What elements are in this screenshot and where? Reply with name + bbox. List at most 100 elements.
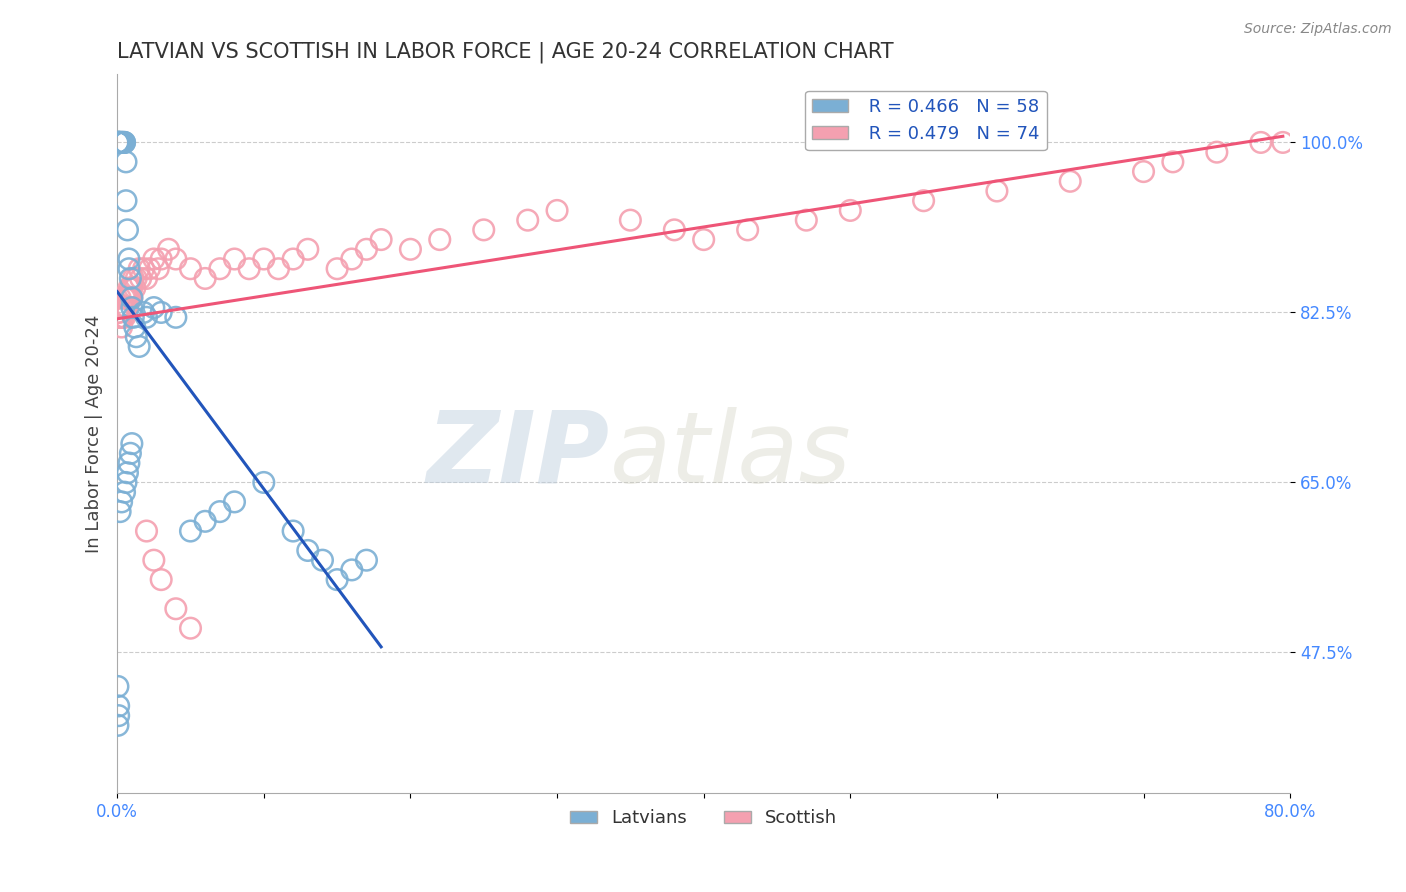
Point (115, 475, 138, 490)
Point (912, 194, 935, 208)
Point (107, 136, 129, 150)
Point (114, 136, 136, 150)
Point (114, 301, 136, 315)
Point (150, 252, 173, 266)
Point (107, 136, 129, 150)
Point (118, 456, 141, 470)
Point (115, 194, 138, 208)
Point (121, 436, 143, 450)
Point (194, 271, 217, 285)
Point (179, 524, 201, 538)
Point (399, 242, 422, 256)
Point (142, 252, 165, 266)
Point (150, 573, 173, 587)
Point (208, 261, 231, 276)
Point (121, 281, 143, 295)
Point (619, 213, 641, 227)
Y-axis label: In Labor Force | Age 20-24: In Labor Force | Age 20-24 (86, 315, 103, 553)
Point (138, 261, 160, 276)
Point (281, 252, 304, 266)
Point (118, 252, 141, 266)
Point (110, 301, 132, 315)
Point (118, 261, 141, 276)
Point (150, 305, 173, 319)
Point (208, 505, 231, 519)
Point (118, 281, 141, 295)
Point (118, 291, 141, 305)
Point (429, 233, 451, 247)
Point (114, 485, 136, 500)
Point (117, 291, 139, 305)
Point (114, 310, 136, 325)
Point (253, 475, 276, 490)
Point (108, 136, 131, 150)
Text: ZIP: ZIP (427, 407, 610, 504)
Point (120, 281, 142, 295)
Point (108, 310, 131, 325)
Point (114, 136, 136, 150)
Point (108, 136, 131, 150)
Point (115, 154, 138, 169)
Point (110, 136, 132, 150)
Point (472, 223, 495, 237)
Point (110, 320, 132, 334)
Point (125, 330, 148, 344)
Point (112, 310, 135, 325)
Point (112, 136, 135, 150)
Point (356, 553, 378, 567)
Point (120, 446, 142, 460)
Point (135, 271, 157, 285)
Point (132, 261, 155, 276)
Point (121, 301, 143, 315)
Point (112, 136, 135, 150)
Point (135, 310, 157, 325)
Point (107, 301, 129, 315)
Point (1132, 164, 1154, 178)
Point (110, 310, 132, 325)
Point (370, 233, 392, 247)
Point (117, 223, 139, 237)
Point (107, 305, 129, 319)
Point (165, 310, 187, 325)
Point (297, 242, 319, 256)
Point (1271, 136, 1294, 150)
Point (107, 718, 129, 732)
Point (142, 301, 165, 315)
Point (115, 291, 138, 305)
Point (135, 524, 157, 538)
Point (238, 261, 260, 276)
Point (114, 291, 136, 305)
Point (120, 291, 142, 305)
Point (129, 271, 152, 285)
Point (179, 621, 201, 635)
Point (839, 203, 862, 218)
Point (546, 203, 568, 218)
Point (107, 680, 129, 694)
Point (107, 708, 129, 723)
Point (122, 271, 145, 285)
Point (107, 698, 129, 713)
Point (179, 261, 201, 276)
Text: Source: ZipAtlas.com: Source: ZipAtlas.com (1244, 22, 1392, 37)
Point (117, 301, 139, 315)
Point (125, 271, 148, 285)
Point (110, 136, 132, 150)
Point (311, 553, 333, 567)
Point (107, 136, 129, 150)
Point (124, 281, 146, 295)
Point (121, 291, 143, 305)
Point (108, 505, 131, 519)
Point (165, 252, 187, 266)
Point (340, 563, 363, 577)
Point (107, 136, 129, 150)
Point (107, 136, 129, 150)
Point (253, 252, 276, 266)
Point (107, 310, 129, 325)
Point (664, 223, 686, 237)
Point (692, 233, 714, 247)
Legend: Latvians, Scottish: Latvians, Scottish (562, 802, 845, 835)
Point (115, 301, 138, 315)
Point (121, 291, 143, 305)
Point (194, 514, 217, 528)
Text: LATVIAN VS SCOTTISH IN LABOR FORCE | AGE 20-24 CORRELATION CHART: LATVIAN VS SCOTTISH IN LABOR FORCE | AGE… (117, 42, 894, 63)
